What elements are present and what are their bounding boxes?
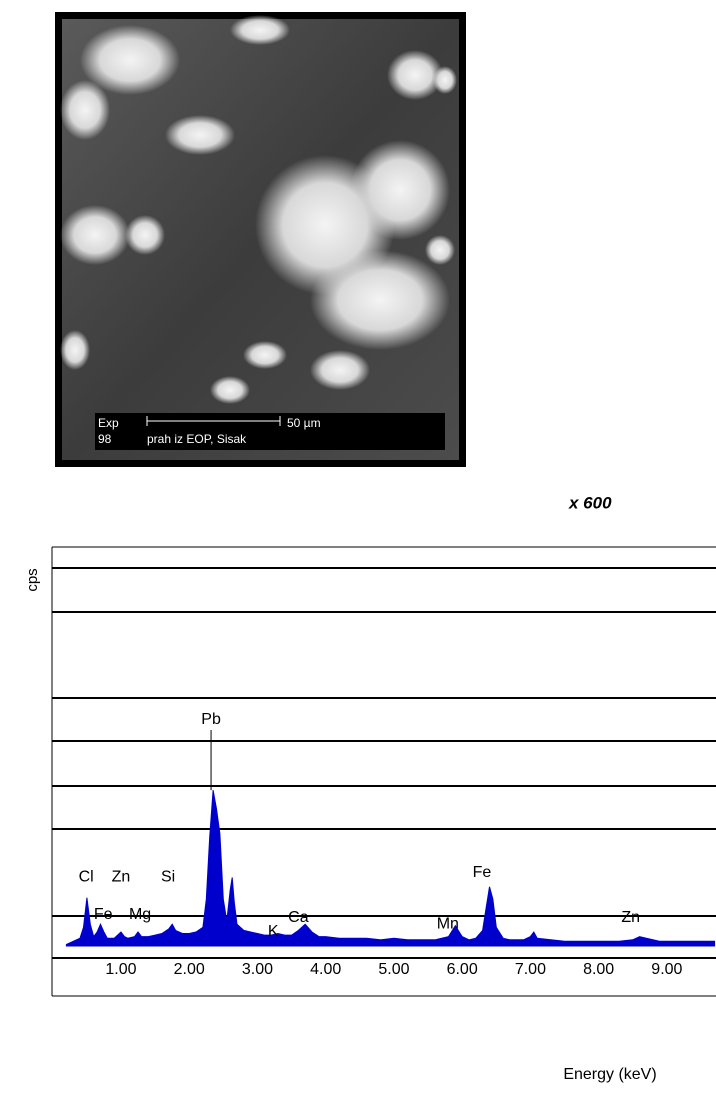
x-tick-label: 7.00 [515,961,546,978]
figure: Exp 98 50 µm prah iz EOP, Sisak x 600 cp… [0,0,716,1091]
sem-label: Exp [98,416,119,430]
x-tick-label: 8.00 [583,961,614,978]
x-tick-label: 4.00 [310,961,341,978]
peak-label: Fe [473,864,492,881]
x-tick-label: 9.00 [651,961,682,978]
x-tick-label: 2.00 [174,961,205,978]
peak-label: Pb [201,711,221,728]
peak-label: K [268,923,279,940]
x-tick-label: 1.00 [105,961,136,978]
chart-frame [52,547,716,996]
peak-label: Fe [94,906,113,923]
y-axis-label: cps [24,568,41,591]
scale-label: 50 µm [287,416,321,430]
sem-caption: prah iz EOP, Sisak [147,432,247,446]
x-axis-label: Energy (keV) [563,1066,656,1083]
peak-label: Cl [79,869,94,886]
page: {"image": {"label_exp": "Exp", "label_nu… [0,0,716,1091]
x-tick-label: 5.00 [378,961,409,978]
sem-image: Exp 98 50 µm prah iz EOP, Sisak [55,12,466,467]
x-tick-label: 3.00 [242,961,273,978]
x-tick-label: 6.00 [447,961,478,978]
sem-label: 98 [98,432,112,446]
peak-label: Ca [288,909,309,926]
peak-label: Zn [621,909,640,926]
peak-label: Mg [129,906,151,923]
peak-label: Si [161,869,175,886]
peak-label: Mn [437,915,459,932]
magnification: x 600 [568,493,612,512]
peak-label: Zn [112,869,131,886]
